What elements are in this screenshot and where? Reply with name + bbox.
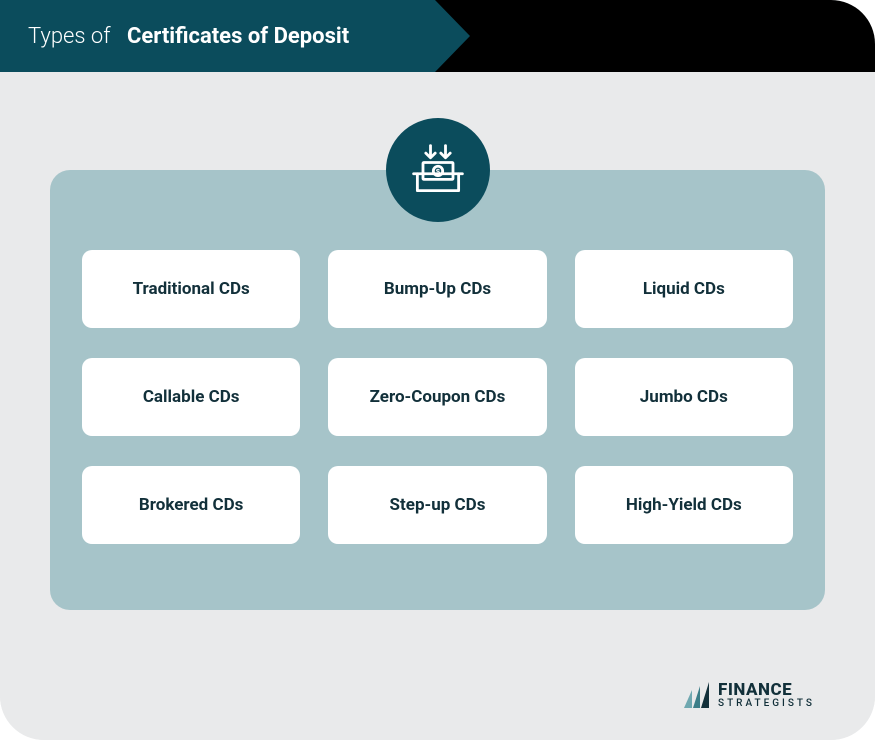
card-high-yield: High-Yield CDs bbox=[575, 466, 793, 544]
card-step-up: Step-up CDs bbox=[328, 466, 546, 544]
card-jumbo: Jumbo CDs bbox=[575, 358, 793, 436]
title-bold: Certificates of Deposit bbox=[127, 24, 349, 49]
card-callable: Callable CDs bbox=[82, 358, 300, 436]
brand-logo: FINANCE STRATEGISTS bbox=[682, 680, 815, 710]
card-zero-coupon: Zero-Coupon CDs bbox=[328, 358, 546, 436]
content-panel: $ Traditional CDs Bump-Up CDs Liquid CDs… bbox=[50, 170, 825, 610]
logo-text-bottom: STRATEGISTS bbox=[718, 699, 815, 709]
deposit-icon-circle: $ bbox=[386, 118, 490, 222]
logo-text: FINANCE STRATEGISTS bbox=[718, 682, 815, 709]
logo-text-top: FINANCE bbox=[718, 682, 815, 699]
deposit-icon: $ bbox=[408, 140, 468, 200]
card-grid: Traditional CDs Bump-Up CDs Liquid CDs C… bbox=[82, 250, 793, 586]
infographic-frame: Types of Certificates of Deposit bbox=[0, 0, 875, 740]
page-title: Types of Certificates of Deposit bbox=[28, 24, 349, 49]
card-brokered: Brokered CDs bbox=[82, 466, 300, 544]
card-traditional: Traditional CDs bbox=[82, 250, 300, 328]
card-liquid: Liquid CDs bbox=[575, 250, 793, 328]
logo-mark-icon bbox=[682, 680, 712, 710]
card-bump-up: Bump-Up CDs bbox=[328, 250, 546, 328]
title-prefix: Types of bbox=[28, 24, 111, 49]
header-ribbon: Types of Certificates of Deposit bbox=[0, 0, 470, 72]
